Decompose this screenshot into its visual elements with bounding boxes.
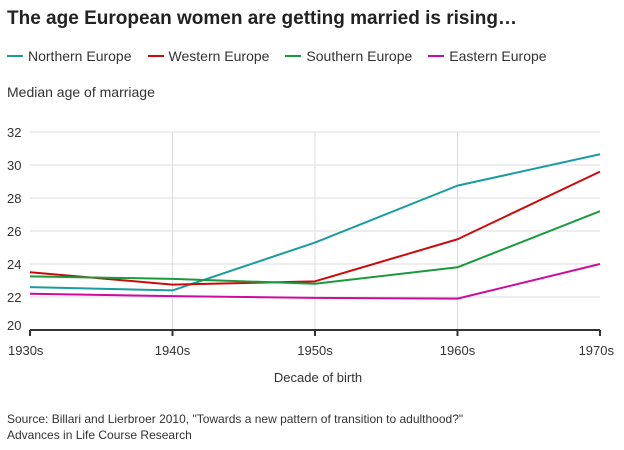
- y-tick-label: 26: [7, 224, 21, 239]
- legend-label: Western Europe: [168, 48, 270, 64]
- legend-item-northern: Northern Europe: [7, 48, 132, 64]
- legend-swatch: [7, 55, 23, 57]
- legend-swatch: [428, 55, 445, 57]
- source-line-1: Source: Billari and Lierbroer 2010, "Tow…: [7, 412, 464, 426]
- x-tick-label: 1950s: [297, 343, 333, 358]
- x-tick-label: 1970s: [579, 343, 615, 358]
- legend-item-western: Western Europe: [147, 48, 270, 64]
- y-axis-label: Median age of marriage: [7, 84, 155, 100]
- x-tick-label: 1940s: [155, 343, 191, 358]
- series-line-northern-europe: [29, 153, 601, 292]
- series-line-western-europe: [29, 170, 601, 286]
- y-tick-label: 30: [7, 158, 21, 173]
- y-tick-label: 20: [7, 318, 21, 333]
- legend-item-southern: Southern Europe: [285, 48, 412, 64]
- series-line-southern-europe: [29, 210, 601, 285]
- legend-label: Southern Europe: [306, 48, 413, 64]
- x-tick-label: 1930s: [8, 343, 44, 358]
- y-tick-label: 24: [7, 257, 21, 272]
- legend-label: Northern Europe: [28, 48, 132, 64]
- source-note: Source: Billari and Lierbroer 2010, "Tow…: [7, 411, 463, 443]
- legend-swatch: [147, 55, 164, 57]
- source-line-2: Advances in Life Course Research: [7, 428, 192, 442]
- x-tick-label: 1960s: [440, 343, 476, 358]
- legend-label: Eastern Europe: [449, 48, 547, 64]
- legend-swatch: [285, 55, 302, 57]
- legend: Northern Europe Western Europe Southern …: [7, 48, 563, 64]
- series-line-eastern-europe: [29, 263, 601, 300]
- chart-title: The age European women are getting marri…: [7, 8, 517, 29]
- y-tick-label: 32: [7, 125, 21, 140]
- x-axis-label: Decade of birth: [274, 370, 362, 385]
- legend-item-eastern: Eastern Europe: [428, 48, 547, 64]
- y-tick-label: 22: [7, 290, 21, 305]
- y-tick-label: 28: [7, 191, 21, 206]
